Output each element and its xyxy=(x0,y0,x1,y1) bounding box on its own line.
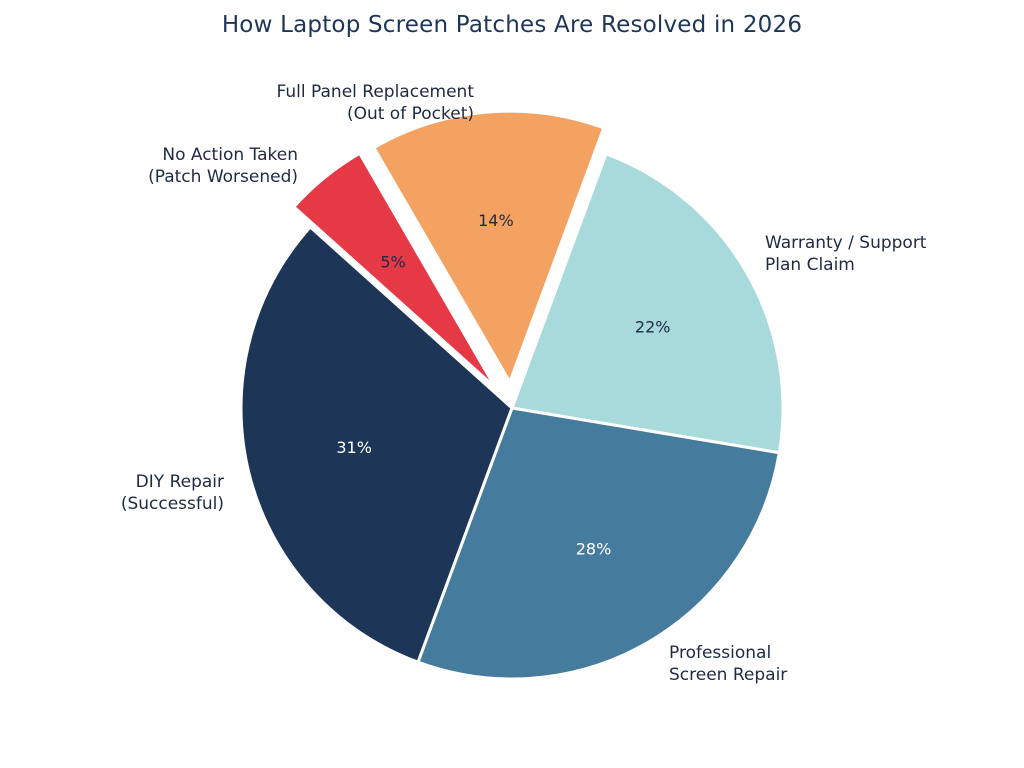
slice-category-label: No Action Taken (Patch Worsened) xyxy=(148,145,298,187)
slice-category-label-line: (Out of Pocket) xyxy=(347,104,474,124)
slice-percent-label: 14% xyxy=(478,211,514,230)
slice-category-label: DIY Repair (Successful) xyxy=(121,472,224,514)
slice-category-label-line: (Successful) xyxy=(121,494,224,514)
chart-title: How Laptop Screen Patches Are Resolved i… xyxy=(221,12,803,38)
pie-slice xyxy=(372,109,606,384)
slice-category-label-line: (Patch Worsened) xyxy=(148,167,298,187)
slice-category-label: Warranty / Support Plan Claim xyxy=(765,233,927,275)
slice-category-label-line: No Action Taken xyxy=(162,145,298,165)
slice-category-label-line: DIY Repair xyxy=(136,472,224,492)
percent-labels-layer: 22% 28% 31% 5% 14% xyxy=(336,211,670,559)
slice-category-label: Full Panel Replacement (Out of Pocket) xyxy=(277,82,475,124)
slice-category-label-line: Full Panel Replacement xyxy=(277,82,475,102)
slice-percent-label: 31% xyxy=(336,438,372,457)
slice-percent-label: 5% xyxy=(380,253,405,272)
slice-category-label-line: Warranty / Support xyxy=(765,233,927,253)
pie-slice xyxy=(416,406,781,681)
slice-percent-label: 22% xyxy=(635,317,671,336)
slices-layer xyxy=(239,109,785,681)
pie-slice xyxy=(510,152,785,455)
pie-slice xyxy=(239,225,514,664)
slice-category-label-line: Plan Claim xyxy=(765,255,855,275)
slice-percent-label: 28% xyxy=(576,540,612,559)
slice-category-label-line: Professional xyxy=(669,643,771,663)
pie-slice xyxy=(292,151,498,390)
slice-category-label-line: Screen Repair xyxy=(669,665,787,685)
slice-category-label: Professional Screen Repair xyxy=(669,643,787,685)
category-labels-layer: Warranty / Support Plan Claim Professional… xyxy=(121,82,927,685)
